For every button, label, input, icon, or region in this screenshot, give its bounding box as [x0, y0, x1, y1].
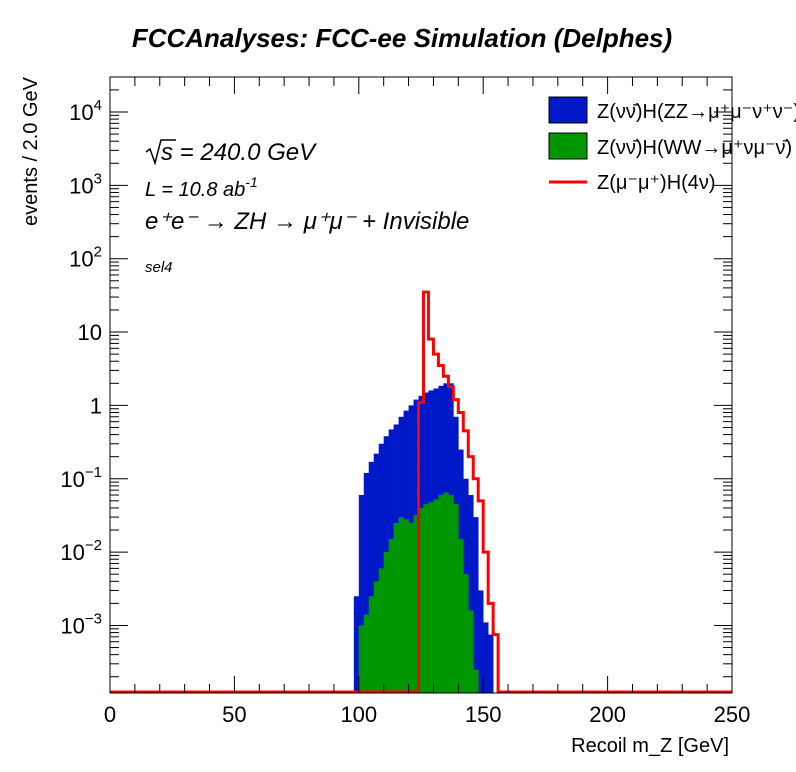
- x-tick-label-2: 100: [340, 702, 377, 727]
- bar-0-4: [373, 453, 380, 693]
- bar-1-15: [433, 499, 439, 693]
- legend-label-4nu: Z(μ⁻μ⁺)H(4ν): [597, 172, 716, 194]
- y-tick-base: 10: [69, 173, 93, 198]
- bar-1-17: [443, 492, 449, 693]
- x-tick-label-4: 200: [589, 702, 626, 727]
- bar-0-23: [468, 495, 474, 693]
- bar-0-0: [353, 596, 360, 693]
- process-label: e⁺e⁻ → ZH → μ⁺μ⁻ + Invisible: [145, 208, 469, 235]
- y-tick-label-2: 10−1: [60, 464, 102, 492]
- bar-1-19: [453, 504, 459, 693]
- legend-swatch-ww: [548, 132, 588, 160]
- bar-0-25: [478, 590, 484, 693]
- bar-1-16: [438, 495, 444, 693]
- y-tick-label-0: 10−3: [60, 610, 102, 638]
- sqrt-symbol: [145, 139, 176, 166]
- y-tick-base: 10: [60, 613, 84, 638]
- y-tick-base: 10: [69, 247, 93, 272]
- bar-1-2: [368, 596, 375, 693]
- bar-0-27: [488, 634, 494, 693]
- bar-1-18: [448, 495, 454, 693]
- bar-1-14: [428, 502, 434, 693]
- y-tick-label-1: 10−2: [60, 537, 102, 565]
- luminosity-label: L = 10.8 ab-1: [145, 174, 258, 201]
- x-tick-label-5: 250: [714, 702, 751, 727]
- bar-0-3: [368, 461, 375, 693]
- y-tick-exponent: −3: [85, 610, 102, 627]
- histogram-layer: [110, 290, 732, 694]
- luminosity-exponent: -1: [245, 174, 257, 190]
- x-tick-label-0: 0: [104, 702, 116, 727]
- y-tick-exponent: 4: [94, 97, 102, 114]
- bar-1-23: [473, 669, 479, 693]
- bar-1-13: [423, 504, 429, 693]
- sqrt-s-annotation: s = 240.0 GeV: [145, 139, 317, 166]
- bar-1-6: [388, 539, 394, 693]
- x-tick-label-1: 50: [222, 702, 246, 727]
- bar-1-4: [378, 568, 384, 693]
- bar-1-8: [398, 517, 404, 693]
- legend: Z(νν̄)H(ZZ→μ⁺μ⁻ν⁺ν⁻) Z(νν̄)H(WW→μ⁺νμ⁻ν̄)…: [548, 96, 796, 194]
- y-tick-base: 1: [90, 393, 102, 418]
- y-tick-base: 10: [60, 467, 84, 492]
- bar-1-0: [358, 625, 365, 693]
- y-tick-label-6: 103: [69, 170, 102, 198]
- bar-1-9: [403, 519, 409, 693]
- y-tick-base: 10: [78, 320, 102, 345]
- plot-frame: [109, 76, 733, 694]
- y-axis-label: events / 2.0 GeV: [20, 76, 42, 226]
- bar-0-26: [483, 622, 489, 693]
- bar-1-3: [373, 581, 380, 693]
- x-axis-label: Recoil m_Z [GeV]: [571, 735, 729, 757]
- bar-1-20: [458, 539, 464, 693]
- bar-0-1: [358, 495, 365, 693]
- bar-1-1: [363, 614, 370, 693]
- sqrt-s-label: s = 240.0 GeV: [161, 139, 317, 166]
- luminosity-value: L = 10.8 ab: [145, 179, 245, 201]
- y-tick-base: 10: [69, 100, 93, 125]
- bar-1-7: [393, 522, 399, 693]
- chart-title: FCCAnalyses: FCC-ee Simulation (Delphes): [132, 23, 672, 53]
- y-tick-label-4: 10: [78, 320, 102, 345]
- selection-label: sel4: [145, 259, 173, 276]
- legend-label-zz: Z(νν̄)H(ZZ→μ⁺μ⁻ν⁺ν⁻): [597, 101, 796, 123]
- y-tick-exponent: 3: [94, 170, 102, 187]
- y-tick-exponent: 2: [94, 244, 102, 261]
- legend-label-ww: Z(νν̄)H(WW→μ⁺νμ⁻ν̄): [597, 137, 792, 159]
- bar-1-11: [413, 515, 419, 693]
- bar-1-5: [383, 552, 389, 693]
- y-tick-exponent: −1: [85, 464, 102, 481]
- bar-1-22: [468, 610, 474, 693]
- legend-swatch-zz: [548, 96, 588, 124]
- y-tick-label-3: 1: [90, 393, 102, 418]
- x-tick-label-3: 150: [465, 702, 502, 727]
- bar-1-12: [418, 507, 424, 693]
- y-tick-base: 10: [60, 540, 84, 565]
- y-tick-label-7: 104: [69, 97, 102, 125]
- y-tick-label-5: 102: [69, 244, 102, 272]
- bar-0-24: [473, 517, 479, 693]
- bar-0-2: [363, 472, 370, 693]
- y-tick-exponent: −2: [85, 537, 102, 554]
- step-line-2: [110, 290, 732, 694]
- bar-1-10: [408, 522, 414, 693]
- bar-1-21: [463, 574, 469, 693]
